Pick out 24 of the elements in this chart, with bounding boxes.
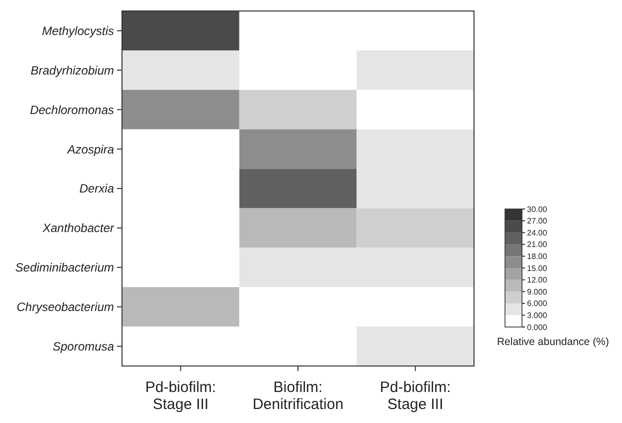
y-tick-label: Xanthobacter	[42, 221, 115, 236]
y-tick-label: Derxia	[79, 182, 114, 196]
x-tick-label: Pd-biofilm: Stage III	[380, 379, 451, 413]
color-bar-label: 27.00	[527, 216, 548, 226]
color-bar-label: 15.00	[527, 264, 548, 273]
color-bar-label: 24.00	[527, 228, 548, 238]
x-tick-label: Biofilm: Denitrification	[252, 379, 344, 413]
color-bar-label: 12.00	[527, 276, 548, 285]
y-tick-label: Sediminibacterium	[15, 260, 114, 275]
color-bar-label: 18.00	[527, 252, 548, 261]
color-bar-label: 9.000	[527, 287, 548, 296]
y-tick-label: Azospira	[66, 142, 114, 156]
y-tick-label: Methylocystis	[42, 24, 114, 38]
color-bar-label: 3.000	[527, 311, 548, 320]
color-bar-title: Relative abundance (%)	[496, 336, 610, 348]
x-tick-label: Pd-biofilm: Stage III	[145, 379, 216, 413]
color-bar-label: 0.000	[527, 322, 548, 332]
color-bar-label: 21.00	[527, 240, 548, 250]
y-tick-label: Bradyrhizobium	[30, 63, 114, 78]
y-tick-label: Chryseobacterium	[16, 300, 114, 314]
color-bar-label: 30.00	[527, 204, 548, 214]
y-tick-label: Dechloromonas	[30, 102, 114, 117]
color-bar-label: 6.000	[527, 299, 548, 308]
y-tick-label: Sporomusa	[52, 339, 114, 354]
